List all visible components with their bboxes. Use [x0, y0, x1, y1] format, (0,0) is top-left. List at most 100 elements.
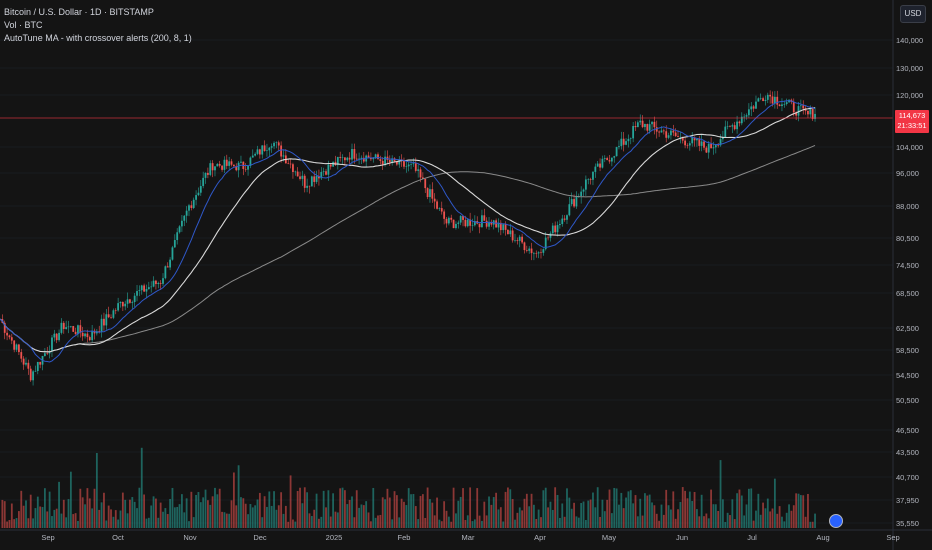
volume-bar [202, 497, 205, 528]
volume-bar [164, 508, 167, 528]
candle-body [136, 291, 138, 296]
volume-bar [599, 516, 601, 528]
last-price-value: 114,673 [898, 111, 926, 120]
candle-body [570, 199, 573, 205]
volume-bar [743, 515, 746, 528]
volume-bar [353, 517, 356, 528]
moving-averages [0, 100, 816, 363]
volume-bar [738, 489, 741, 528]
volume-bar [303, 487, 306, 528]
ma-indicator-label[interactable]: AutoTune MA - with crossover alerts (200… [4, 33, 192, 43]
volume-bar [488, 496, 490, 528]
symbol-title[interactable]: Bitcoin / U.S. Dollar · 1D · BITSTAMP [4, 7, 154, 17]
candle-body [745, 115, 748, 117]
volume-marker-icon[interactable] [829, 514, 843, 528]
candle-body [143, 285, 146, 292]
price-tick-label: 80,500 [896, 234, 919, 243]
candle-body [74, 331, 77, 335]
candle-body [551, 225, 554, 234]
volume-bar [570, 508, 573, 528]
candle-body [481, 215, 483, 228]
candle-body [403, 160, 405, 167]
candle-body [310, 176, 313, 187]
volume-bar [98, 509, 101, 528]
candle-body [36, 361, 39, 371]
candle-body [670, 130, 672, 136]
candle-body [145, 289, 148, 292]
candle-body [67, 326, 70, 328]
volume-bar [466, 515, 469, 528]
volume-bar [582, 501, 585, 528]
candle-body [488, 222, 490, 227]
volume-bar [464, 519, 467, 528]
volume-bar [410, 494, 412, 528]
candle-body [603, 158, 606, 159]
volume-bar [358, 507, 360, 528]
candle-body [743, 116, 746, 118]
candle-body [629, 138, 632, 139]
candle-body [10, 337, 13, 341]
candle-body [48, 351, 51, 354]
currency-button[interactable]: USD [900, 5, 926, 23]
candle-body [802, 105, 805, 109]
candle-body [568, 204, 571, 216]
volume-bar [481, 520, 483, 528]
candle-body [287, 163, 290, 165]
volume-indicator-label[interactable]: Vol · BTC [4, 20, 43, 30]
volume-bar [299, 487, 301, 528]
candle-body [360, 157, 363, 159]
candle-body [752, 106, 755, 109]
volume-bar [268, 491, 271, 528]
candle-body [157, 282, 160, 285]
candle-body [43, 353, 46, 356]
volume-bar [152, 496, 155, 528]
volume-bar [1, 499, 4, 528]
candle-body [556, 225, 559, 233]
volume-bar [60, 513, 63, 528]
volume-bar [79, 488, 82, 528]
candle-body [362, 157, 365, 162]
volume-bar [629, 490, 632, 528]
candle-body [426, 188, 429, 198]
candle-body [313, 176, 316, 182]
volume-bar [445, 510, 448, 528]
volume-bar [150, 505, 153, 528]
candle-body [133, 295, 136, 303]
candle-body [438, 208, 441, 209]
volume-bar [639, 498, 642, 528]
volume-bar [216, 494, 219, 528]
volume-bar [518, 507, 521, 528]
candle-body [514, 240, 516, 241]
volume-bar [41, 506, 44, 528]
volume-bar [289, 475, 292, 528]
candle-body [204, 172, 207, 178]
candle-body [504, 224, 507, 230]
candle-body [138, 290, 141, 292]
volume-bar [346, 504, 349, 528]
volume-bar [471, 521, 474, 528]
volume-bar [731, 499, 734, 528]
candle-body [424, 178, 427, 189]
volume-bar [53, 509, 56, 528]
candle-body [60, 322, 63, 333]
candle-body [296, 171, 299, 177]
candle-body [698, 139, 701, 146]
volume-bar [528, 506, 531, 528]
volume-bar [91, 508, 94, 528]
volume-bar [587, 500, 590, 528]
candle-body [20, 352, 23, 359]
candle-body [677, 136, 679, 138]
volume-bar [502, 521, 505, 528]
candle-body [641, 120, 644, 128]
candle-body [244, 168, 247, 170]
volume-bar [121, 492, 124, 528]
candle-body [778, 104, 781, 107]
candle-body [249, 157, 252, 167]
volume-bar [301, 503, 304, 528]
candle-body [549, 233, 552, 238]
candle-body [405, 166, 408, 167]
volume-bar [490, 504, 493, 528]
candle-body [431, 189, 434, 199]
volume-bar [36, 496, 39, 528]
